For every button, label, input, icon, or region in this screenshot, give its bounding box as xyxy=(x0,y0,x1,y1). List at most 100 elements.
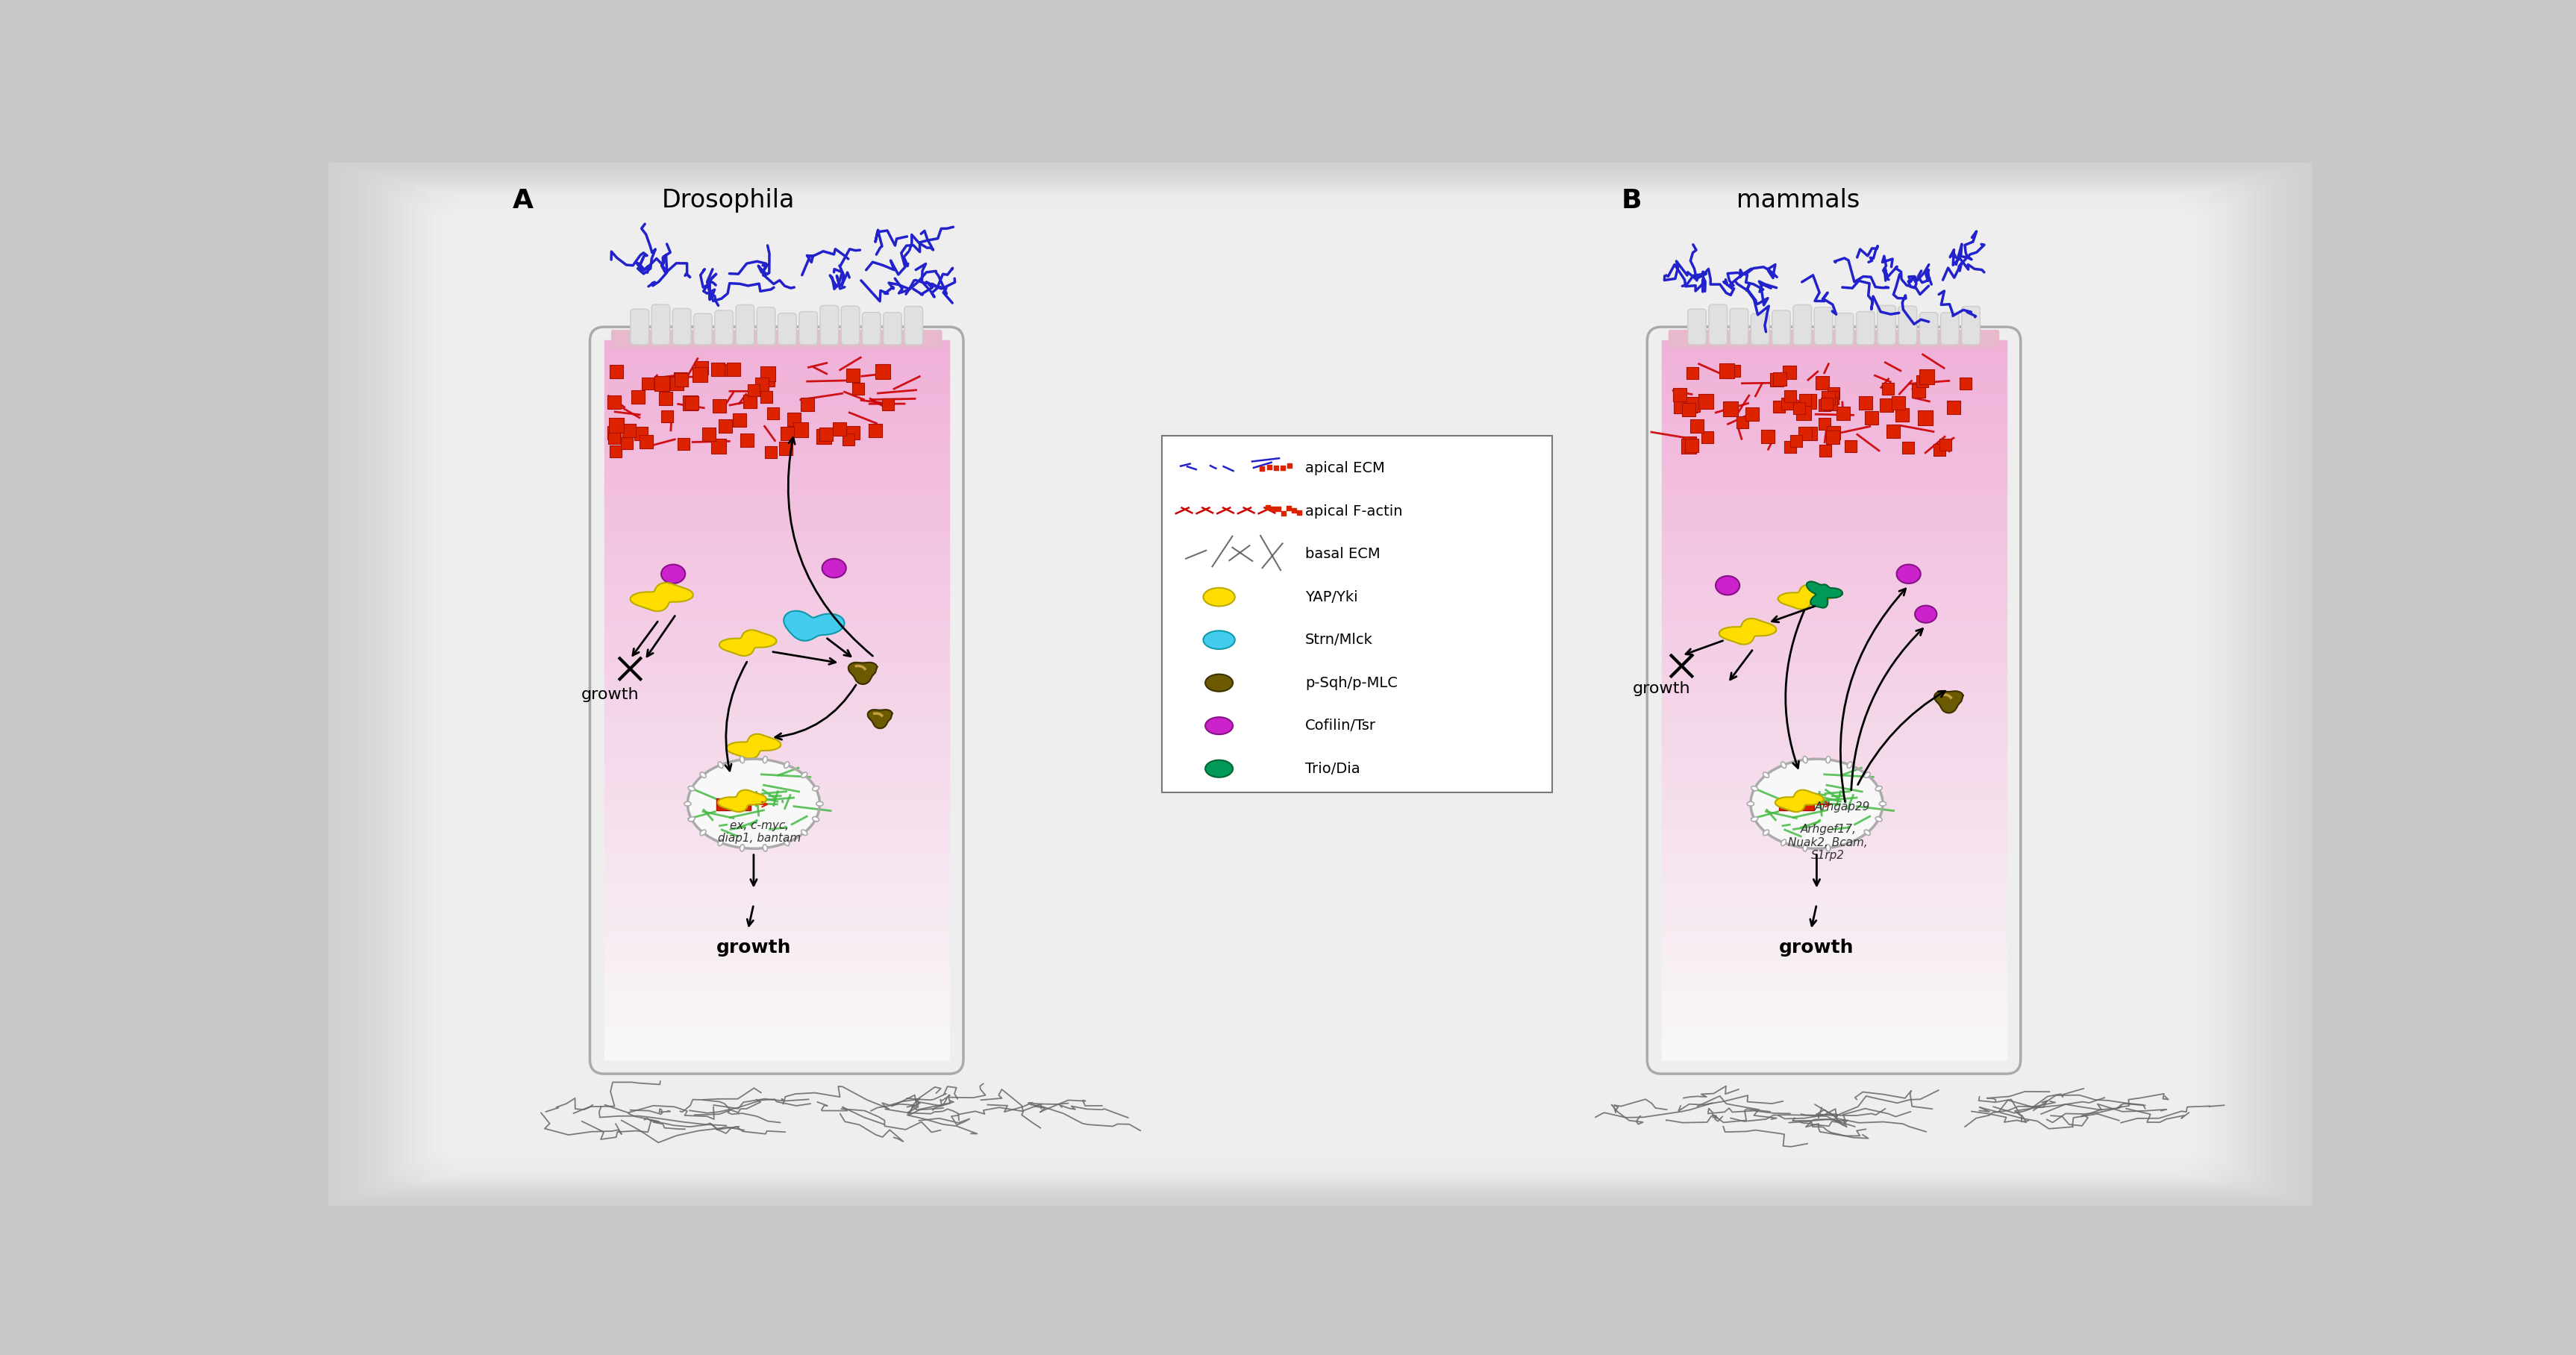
Point xyxy=(608,420,649,442)
Bar xyxy=(605,798,948,808)
Point xyxy=(1806,440,1847,462)
Bar xyxy=(605,744,948,755)
Point xyxy=(670,392,711,413)
Point xyxy=(837,378,878,400)
Bar xyxy=(605,682,948,691)
Point xyxy=(1747,425,1788,447)
Polygon shape xyxy=(1775,790,1824,812)
Point xyxy=(719,409,760,431)
Bar xyxy=(605,942,948,951)
Bar xyxy=(1662,969,2007,978)
Bar xyxy=(1662,600,2007,611)
Point xyxy=(855,420,896,442)
Bar xyxy=(605,654,948,664)
FancyBboxPatch shape xyxy=(1814,308,1832,344)
Ellipse shape xyxy=(1847,762,1852,768)
Bar xyxy=(1662,709,2007,718)
Text: growth: growth xyxy=(1633,682,1690,696)
Text: apical F-actin: apical F-actin xyxy=(1306,504,1404,518)
Ellipse shape xyxy=(1206,675,1234,691)
Point xyxy=(747,363,788,385)
Bar xyxy=(1662,466,2007,476)
Ellipse shape xyxy=(1826,756,1832,763)
Polygon shape xyxy=(631,583,693,611)
Bar xyxy=(1662,1031,2007,1042)
Bar xyxy=(1662,959,2007,970)
Bar xyxy=(605,394,948,404)
Bar xyxy=(605,367,948,377)
Bar xyxy=(1662,726,2007,736)
Point xyxy=(1731,404,1772,425)
Bar xyxy=(1662,1041,2007,1050)
Bar xyxy=(1662,520,2007,530)
Point xyxy=(1811,393,1852,415)
Ellipse shape xyxy=(811,786,819,791)
Point xyxy=(1814,421,1855,443)
Bar xyxy=(605,996,948,1005)
Bar xyxy=(1662,493,2007,503)
Bar xyxy=(605,592,948,602)
Point xyxy=(1844,392,1886,413)
FancyBboxPatch shape xyxy=(799,312,817,344)
Bar xyxy=(605,439,948,449)
Bar xyxy=(605,501,948,512)
FancyBboxPatch shape xyxy=(904,306,922,344)
Point xyxy=(680,358,721,379)
Ellipse shape xyxy=(701,829,706,835)
Point xyxy=(1252,499,1293,520)
Bar xyxy=(1662,627,2007,637)
Point xyxy=(714,359,755,381)
Bar xyxy=(605,573,948,584)
Polygon shape xyxy=(1777,584,1832,610)
Bar xyxy=(1662,421,2007,431)
Point xyxy=(703,359,744,381)
Bar xyxy=(1662,573,2007,584)
FancyBboxPatch shape xyxy=(778,313,796,344)
FancyBboxPatch shape xyxy=(819,305,840,344)
Bar xyxy=(605,959,948,970)
Bar xyxy=(1662,888,2007,898)
FancyBboxPatch shape xyxy=(652,305,670,344)
Bar xyxy=(433,214,2208,1154)
Point xyxy=(659,369,701,390)
Polygon shape xyxy=(848,663,876,684)
FancyBboxPatch shape xyxy=(1708,305,1728,344)
Bar xyxy=(1662,637,2007,646)
Bar xyxy=(605,610,948,619)
Point xyxy=(595,360,636,382)
Ellipse shape xyxy=(1826,844,1832,851)
Text: YAP/Yki: YAP/Yki xyxy=(1306,589,1358,604)
Bar xyxy=(1662,457,2007,467)
Bar xyxy=(1662,825,2007,835)
Bar xyxy=(1662,350,2007,359)
Bar xyxy=(605,977,948,988)
FancyBboxPatch shape xyxy=(1731,309,1749,344)
Bar xyxy=(1662,682,2007,691)
Ellipse shape xyxy=(801,772,806,778)
Bar xyxy=(461,198,2179,1171)
Polygon shape xyxy=(719,630,775,656)
Point xyxy=(1806,393,1847,415)
Bar xyxy=(448,194,2192,1175)
Bar xyxy=(605,843,948,852)
Bar xyxy=(605,449,948,458)
Polygon shape xyxy=(1806,581,1842,608)
Point xyxy=(1924,434,1965,455)
FancyBboxPatch shape xyxy=(631,309,649,344)
Ellipse shape xyxy=(1206,717,1234,734)
Bar xyxy=(605,833,948,844)
Point xyxy=(1814,427,1855,449)
Bar xyxy=(605,546,948,557)
Bar xyxy=(1662,833,2007,844)
Bar xyxy=(1662,1004,2007,1015)
Point xyxy=(680,363,721,385)
Bar xyxy=(605,466,948,476)
Bar xyxy=(1662,367,2007,377)
Point xyxy=(827,430,868,451)
Point xyxy=(1759,369,1801,390)
Bar xyxy=(605,618,948,629)
Ellipse shape xyxy=(1847,839,1852,846)
Ellipse shape xyxy=(719,839,724,846)
Point xyxy=(1247,496,1288,518)
Bar xyxy=(1662,402,2007,413)
